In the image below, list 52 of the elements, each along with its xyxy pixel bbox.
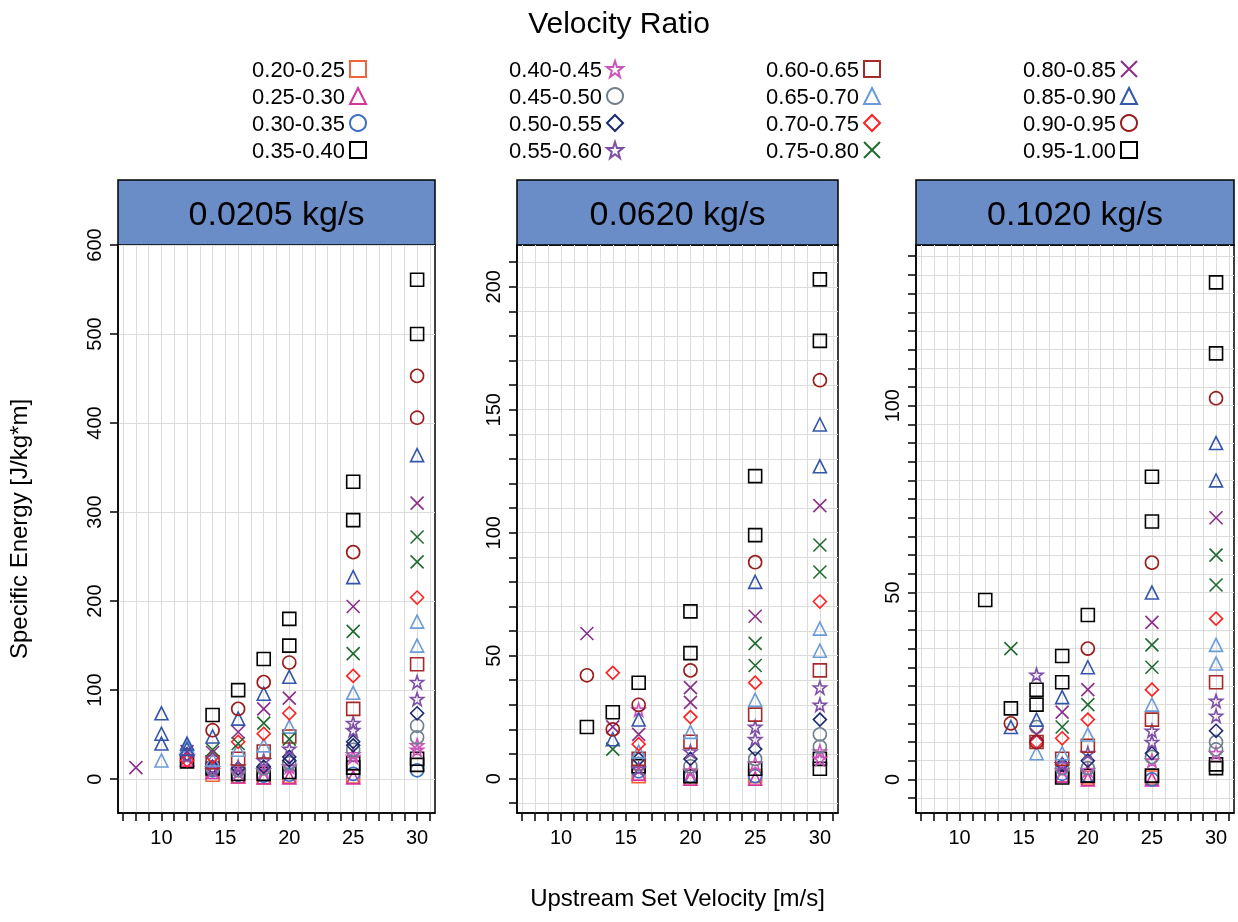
legend-label: 0.20-0.25 [252,56,345,82]
chart-title: 0.1020 kg/s [987,194,1163,232]
y-axis-title: Specific Energy [J/kg*m] [4,398,32,660]
legend-label: 0.70-0.75 [766,110,859,136]
x-axis-title: Upstream Set Velocity [m/s] [530,883,825,911]
x-tick-label: 30 [808,826,831,848]
x-tick-label: 30 [1204,826,1228,848]
x-tick-label: 25 [744,826,767,848]
legend-label: 0.25-0.30 [252,83,345,109]
y-tick-label: 200 [482,270,504,304]
x-tick-label: 10 [150,826,173,848]
legend-label: 0.45-0.50 [509,83,602,109]
legend-title: Velocity Ratio [528,5,710,39]
legend-label: 0.95-1.00 [1023,137,1116,163]
x-tick-label: 10 [948,826,971,848]
x-tick-label: 15 [214,826,237,848]
y-tick-label: 50 [482,644,504,667]
y-tick-label: 0 [881,773,903,785]
y-tick-label: 100 [83,673,105,707]
legend-label: 0.85-0.90 [1023,83,1116,109]
legend-label: 0.55-0.60 [509,137,602,163]
y-tick-label: 100 [881,389,903,423]
y-tick-label: 400 [83,406,105,440]
x-tick-label: 15 [614,826,637,848]
legend-label: 0.40-0.45 [509,56,602,82]
chart-title: 0.0205 kg/s [188,194,365,232]
y-tick-label: 300 [83,495,105,529]
x-tick-label: 20 [1076,826,1099,848]
x-tick-label: 20 [679,826,702,848]
y-tick-label: 50 [881,581,903,604]
x-tick-label: 20 [278,826,301,848]
y-tick-label: 500 [83,317,105,351]
y-tick-label: 150 [482,393,504,427]
chart-title: 0.0620 kg/s [589,194,766,232]
y-tick-label: 600 [83,228,105,262]
legend-label: 0.80-0.85 [1023,56,1116,82]
y-tick-label: 100 [482,516,504,550]
legend-label: 0.90-0.95 [1023,110,1116,136]
legend-label: 0.35-0.40 [252,137,345,163]
legend-label: 0.75-0.80 [766,137,859,163]
y-tick-label: 0 [83,773,105,785]
x-tick-label: 30 [405,826,429,848]
x-tick-label: 10 [549,826,573,848]
x-tick-label: 25 [342,826,365,848]
legend-label: 0.65-0.70 [766,83,859,109]
x-tick-label: 25 [1140,826,1164,848]
y-tick-label: 200 [83,584,105,618]
legend-label: 0.60-0.65 [766,56,859,82]
x-tick-label: 15 [1012,826,1035,848]
legend-label: 0.30-0.35 [252,110,345,136]
y-tick-label: 0 [482,773,504,785]
legend-label: 0.50-0.55 [509,110,602,136]
